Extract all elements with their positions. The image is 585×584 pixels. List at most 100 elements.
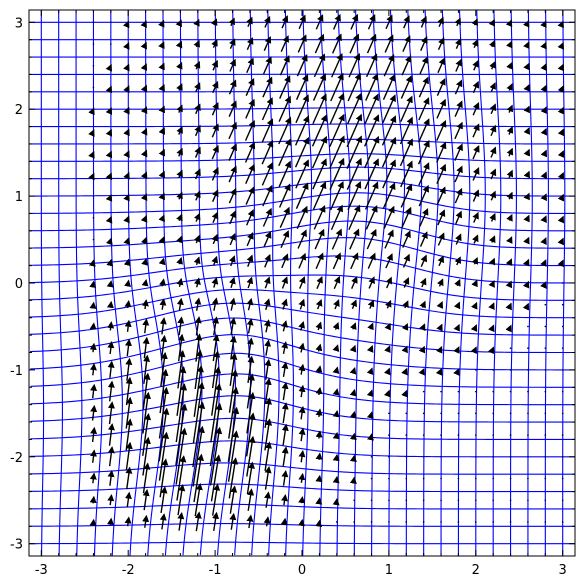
arrow-18-23 <box>403 15 410 29</box>
y-tick-labels: -3 -2 -1 0 1 2 3 <box>10 16 23 552</box>
arrow-17-2 <box>388 477 390 480</box>
arrow-8-0 <box>229 512 237 530</box>
arrow-2-7 <box>125 357 133 381</box>
arrow-21-17 <box>454 143 463 161</box>
arrow-14-15 <box>329 180 344 211</box>
arrow-18-16 <box>400 160 413 188</box>
arrow-5-12 <box>176 257 183 265</box>
arrow-25-9 <box>527 325 529 328</box>
arrow-21-5 <box>457 412 460 415</box>
arrow-22-15 <box>472 189 480 202</box>
arrow-8-8 <box>229 335 237 360</box>
arrow-6-1 <box>194 482 203 517</box>
arrow-2-4 <box>125 418 133 451</box>
arrow-14-19 <box>329 92 345 125</box>
arrow-13-11 <box>316 275 323 290</box>
arrow-26-13 <box>540 237 547 245</box>
arrow-11-11 <box>281 276 288 289</box>
arrow-23-11 <box>488 280 495 288</box>
arrow-13-5 <box>315 408 323 417</box>
arrow-21-8 <box>453 346 460 354</box>
arrow-5-8 <box>177 333 185 362</box>
arrow-13-21 <box>313 53 326 78</box>
arrow-27-2 <box>561 477 564 480</box>
arrow-8-12 <box>229 255 236 267</box>
arrow-21-3 <box>457 456 460 458</box>
arrow-9-9 <box>246 318 254 334</box>
arrow-0-4 <box>90 426 98 443</box>
arrow-6-18 <box>194 124 201 137</box>
mesh-row-25 <box>29 107 575 110</box>
arrow-10-11 <box>263 276 271 289</box>
arrow-5-0 <box>177 511 185 531</box>
arrow-9-22 <box>246 37 254 50</box>
arrow-25-13 <box>523 236 530 245</box>
arrow-19-22 <box>420 36 428 52</box>
arrow-8-10 <box>229 297 236 311</box>
arrow-7-3 <box>209 426 223 486</box>
arrow-0-8 <box>89 342 97 353</box>
arrow-18-1 <box>405 499 408 502</box>
arrow-24-22 <box>506 40 513 49</box>
arrow-2-16 <box>123 171 130 180</box>
arrow-6-20 <box>194 82 201 92</box>
arrow-3-12 <box>141 258 149 266</box>
arrow-18-19 <box>400 95 413 122</box>
arrow-0-23 <box>92 21 95 24</box>
arrow-3-16 <box>140 171 148 180</box>
arrow-15-10 <box>350 299 357 310</box>
arrow-22-6 <box>475 390 477 393</box>
arrow-7-2 <box>210 454 222 502</box>
arrow-25-18 <box>523 127 531 135</box>
arrow-6-21 <box>193 60 201 70</box>
arrow-16-11 <box>368 276 375 289</box>
arrow-4-4 <box>158 407 170 462</box>
arrow-16-3 <box>370 456 373 458</box>
arrow-0-22 <box>92 43 95 45</box>
arrow-27-13 <box>557 237 564 246</box>
arrow-15-13 <box>349 228 360 250</box>
arrow-22-3 <box>475 456 477 458</box>
arrow-6-14 <box>193 212 201 222</box>
arrow-16-18 <box>364 114 380 147</box>
arrow-9-0 <box>246 514 254 529</box>
arrow-7-16 <box>211 167 219 181</box>
arrow-4-5 <box>158 386 170 439</box>
arrow-20-8 <box>436 345 443 354</box>
arrow-8-22 <box>229 38 236 49</box>
arrow-10-9 <box>263 319 271 333</box>
arrow-27-9 <box>561 325 564 328</box>
arrow-1-22 <box>110 43 112 45</box>
arrow-19-10 <box>419 300 426 309</box>
arrow-25-21 <box>523 62 530 71</box>
arrow-23-0 <box>492 521 494 523</box>
arrow-9-15 <box>245 186 255 205</box>
arrow-6-16 <box>194 168 201 180</box>
arrow-22-10 <box>471 301 478 310</box>
arrow-15-17 <box>346 135 363 169</box>
arrow-12-23 <box>298 14 306 30</box>
arrow-11-23 <box>281 15 289 29</box>
arrow-15-7 <box>349 366 357 375</box>
arrow-13-9 <box>315 321 323 331</box>
arrow-16-13 <box>366 228 377 250</box>
arrow-24-19 <box>506 104 513 113</box>
arrow-10-21 <box>262 56 272 75</box>
arrow-6-6 <box>193 365 204 417</box>
mesh-row-18 <box>29 205 575 232</box>
arrow-23-16 <box>489 168 497 180</box>
arrow-12-9 <box>298 320 305 331</box>
arrow-8-6 <box>228 369 239 413</box>
arrow-6-8 <box>195 333 203 362</box>
arrow-4-0 <box>159 513 167 530</box>
arrow-16-17 <box>364 135 380 169</box>
arrow-1-1 <box>107 493 115 506</box>
arrow-14-20 <box>330 72 344 102</box>
arrow-2-6 <box>125 376 133 406</box>
arrow-4-17 <box>158 148 166 157</box>
arrow-4-23 <box>158 19 165 28</box>
arrow-19-6 <box>422 390 425 393</box>
arrow-1-2 <box>107 469 115 486</box>
arrow-25-19 <box>523 105 530 114</box>
arrow-3-11 <box>141 278 149 287</box>
